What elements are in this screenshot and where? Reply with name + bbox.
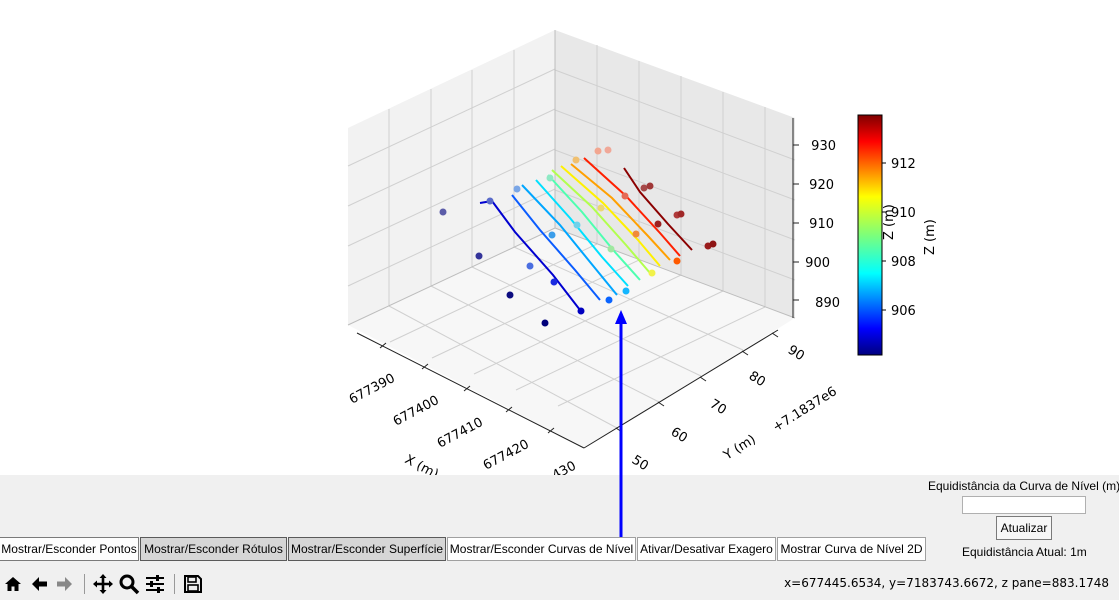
data-point [621,192,629,200]
show-contour-2d-button[interactable]: Mostrar Curva de Nível 2D [777,537,926,561]
contour-line [521,184,618,296]
update-button[interactable]: Atualizar [996,516,1052,540]
pan-icon[interactable] [90,572,116,596]
back-icon[interactable] [26,572,52,596]
y-axis-label: Y (m) [720,432,758,464]
toolbar-separator [78,572,90,596]
cursor-coordinates: x=677445.6534, y=7183743.6672, z pane=88… [784,576,1109,590]
y-tick-label: 60 [668,425,690,446]
configure-subplots-icon[interactable] [142,572,168,596]
contour-line [623,167,693,251]
data-point [594,147,602,155]
y-axis-offset: +7.1837e6 [770,384,840,435]
data-point [475,252,483,260]
contour-lines [479,157,693,311]
data-point [513,185,521,193]
colorbar-tick-label: 908 [891,255,916,270]
data-point [648,269,656,277]
contour-line [583,157,681,257]
navigation-toolbar [0,571,206,597]
colorbar-tick-label: 912 [891,157,916,172]
current-interval-text: Equidistância Atual: 1m [962,545,1087,559]
y-tick-label: 70 [707,397,729,418]
z-tick-label: 930 [811,139,836,154]
toggle-contours-button[interactable]: Mostrar/Esconder Curvas de Nível [447,537,636,561]
data-point [709,240,717,248]
data-point [550,278,558,286]
data-point [526,262,534,270]
plot-canvas[interactable]: 677390 677400 677410 677420 430 X (m) 50… [0,0,1119,475]
x-tick-label: 677390 [347,371,398,408]
data-point [548,231,556,239]
colorbar-tick-label: 906 [891,304,916,319]
z-tick-label: 910 [809,217,834,232]
3d-scatter-plot: 677390 677400 677410 677420 430 X (m) 50… [347,30,938,475]
data-point [541,319,549,327]
data-point [646,182,654,190]
contour-line [570,163,671,261]
contour-interval-label: Equidistância da Curva de Nível (m): [928,479,1119,493]
data-point [439,208,447,216]
data-point [607,245,615,253]
contour-interval-input[interactable] [962,496,1086,514]
colorbar-tick-label: 910 [891,206,916,221]
y-tick-label: 90 [785,343,807,364]
data-point [597,204,605,212]
x-tick-label: 677400 [391,393,442,430]
x-tick-label: 677410 [435,415,486,452]
data-point [486,197,494,205]
z-tick-label: 920 [809,178,834,193]
data-point [605,296,613,304]
axes-panes [348,30,795,448]
y-tick-label: 80 [746,369,768,390]
pane-edges [347,30,796,326]
data-point [673,257,681,265]
z-tick-label: 890 [815,296,840,311]
home-icon[interactable] [0,572,26,596]
colorbar-label: Z (m) [923,219,938,255]
toggle-exaggeration-button[interactable]: Ativar/Desativar Exagero [637,537,776,561]
data-point [640,184,648,192]
contour-line [511,194,601,301]
z-axis-label-overlay: Z (m) [882,204,897,240]
zoom-icon[interactable] [116,572,142,596]
toggle-surface-button[interactable]: Mostrar/Esconder Superfície [288,537,446,561]
contour-line [560,165,661,267]
data-point [506,291,514,299]
tick-marks [379,144,799,434]
data-point [622,287,630,295]
x-axis-label: X (m) [402,452,441,475]
annotation-arrow [615,310,627,542]
forward-icon[interactable] [52,572,78,596]
save-icon[interactable] [180,572,206,596]
z-tick-label: 900 [805,256,830,271]
y-tick-label: 50 [629,453,651,474]
colorbar: 912 910 908 906 Z (m) [857,114,938,356]
x-tick-label: 430 [550,459,579,475]
data-point [604,146,612,154]
data-point [632,230,640,238]
data-point [677,210,685,218]
data-points [439,146,717,327]
toggle-labels-button[interactable]: Mostrar/Esconder Rótulos [140,537,287,561]
toolbar-separator [168,572,180,596]
data-point [577,307,585,315]
contour-line [551,169,651,274]
data-point [573,221,581,229]
contour-line [547,174,641,281]
data-point [654,220,662,228]
contour-line [535,179,629,287]
toggle-points-button[interactable]: Mostrar/Esconder Pontos [0,537,139,561]
data-point [572,156,580,164]
data-point [546,174,554,182]
x-tick-label: 677420 [481,437,532,474]
